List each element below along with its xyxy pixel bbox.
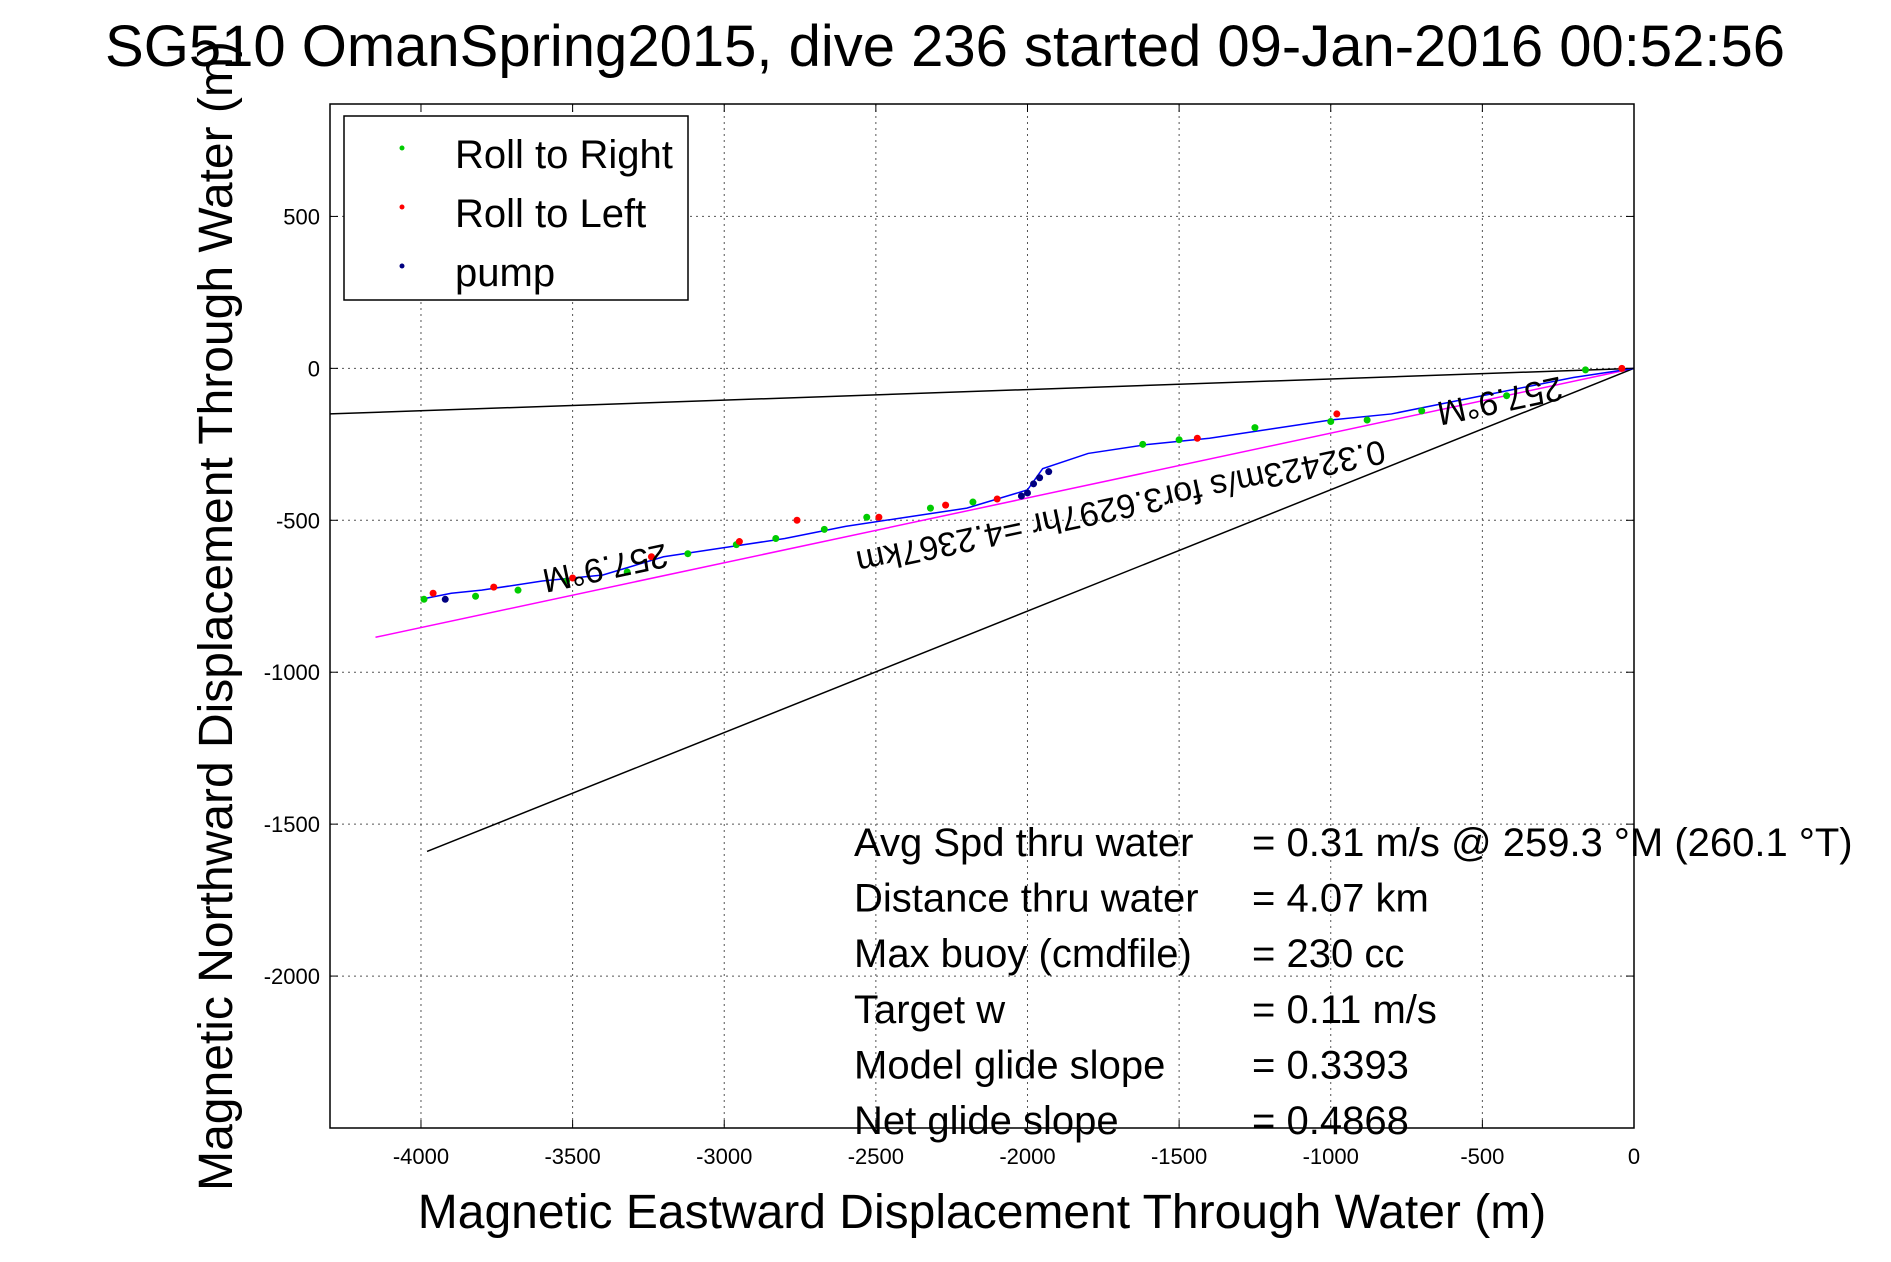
roll-right-point — [1139, 440, 1147, 448]
y-tick-label: 500 — [283, 204, 320, 229]
chart-title: SG510 OmanSpring2015, dive 236 started 0… — [105, 14, 1785, 79]
legend-entry: Roll to Left — [455, 192, 646, 236]
roll-right-point — [1503, 392, 1511, 400]
roll-left-point — [1193, 434, 1201, 442]
plot-frame — [329, 103, 1635, 1129]
roll-right-point — [420, 595, 428, 603]
roll-right-point — [514, 586, 522, 594]
x-axis-label: Magnetic Eastward Displacement Through W… — [418, 1186, 1546, 1239]
roll-right-point — [684, 550, 692, 558]
reference-line-2 — [329, 367, 1635, 415]
roll-left-point — [647, 553, 655, 561]
y-tick-label: -1500 — [264, 812, 320, 837]
points-layer — [420, 364, 1626, 603]
x-tick-label: -1000 — [1303, 1144, 1359, 1169]
legend-marker — [399, 145, 405, 151]
roll-left-point — [429, 589, 437, 597]
pump-point — [1045, 468, 1053, 476]
roll-right-point — [1581, 366, 1589, 374]
dive-track-line — [420, 367, 1635, 601]
track-layer — [420, 367, 1635, 601]
legend: Roll to Right Roll to Left pump — [343, 115, 689, 301]
ticks: -4000 -3500 -3000 -2500 -2000 -1500 -1000 -500 0… — [264, 104, 1640, 1169]
pump-point — [1017, 492, 1025, 500]
x-tick-label: -1500 — [1151, 1144, 1207, 1169]
roll-right-point — [1327, 418, 1335, 426]
stat-value: = 0.31 m/s @ 259.3 °M (260.1 °T) — [1252, 821, 1853, 865]
stat-label: Distance thru water — [854, 877, 1199, 921]
stat-label: Max buoy (cmdfile) — [854, 932, 1192, 976]
stat-label: Net glide slope — [854, 1099, 1119, 1143]
stats-box: Avg Spd thru water = 0.31 m/s @ 259.3 °M … — [854, 821, 1853, 1143]
x-tick-label: -3000 — [696, 1144, 752, 1169]
roll-right-point — [1251, 424, 1259, 432]
x-tick-label: 0 — [1628, 1144, 1640, 1169]
legend-marker — [399, 263, 405, 269]
stat-value: = 0.4868 — [1252, 1099, 1409, 1143]
y-tick-label: 0 — [308, 356, 320, 381]
x-tick-label: -2000 — [999, 1144, 1055, 1169]
pump-point — [1030, 480, 1038, 488]
roll-right-point — [1175, 436, 1183, 444]
pump-point — [1023, 489, 1031, 497]
roll-right-point — [472, 592, 480, 600]
roll-right-point — [926, 504, 934, 512]
reference-line-3 — [426, 367, 1635, 853]
y-tick-label: -1000 — [264, 660, 320, 685]
roll-right-point — [1418, 407, 1426, 415]
roll-left-point — [993, 495, 1001, 503]
stat-value: = 0.11 m/s — [1252, 988, 1437, 1032]
x-tick-label: -3500 — [544, 1144, 600, 1169]
x-tick-label: -500 — [1460, 1144, 1504, 1169]
stat-value: = 4.07 km — [1252, 877, 1429, 921]
pump-point — [441, 595, 449, 603]
roll-left-point — [875, 513, 883, 521]
roll-left-point — [569, 574, 577, 582]
roll-left-point — [793, 516, 801, 524]
roll-right-point — [563, 577, 571, 585]
legend-marker — [399, 204, 405, 210]
legend-entry: pump — [455, 251, 555, 295]
x-tick-label: -4000 — [393, 1144, 449, 1169]
roll-right-point — [623, 568, 631, 576]
y-tick-label: -500 — [276, 508, 320, 533]
stat-label: Avg Spd thru water — [854, 821, 1193, 865]
y-axis-label: Magnetic Northward Displacement Through … — [190, 41, 243, 1191]
roll-right-point — [772, 535, 780, 543]
legend-entry: Roll to Right — [455, 133, 673, 177]
roll-right-point — [863, 513, 871, 521]
roll-right-point — [820, 525, 828, 533]
roll-left-point — [1618, 364, 1626, 372]
stat-value: = 0.3393 — [1252, 1043, 1409, 1087]
pump-point — [1036, 474, 1044, 482]
stat-value: = 230 cc — [1252, 932, 1404, 976]
x-tick-label: -2500 — [848, 1144, 904, 1169]
roll-left-point — [490, 583, 498, 591]
stat-label: Model glide slope — [854, 1043, 1165, 1087]
roll-left-point — [1333, 410, 1341, 418]
roll-right-point — [969, 498, 977, 506]
stat-label: Target w — [854, 988, 1005, 1032]
y-tick-label: -2000 — [264, 964, 320, 989]
roll-left-point — [942, 501, 950, 509]
roll-left-point — [735, 538, 743, 546]
roll-right-point — [1363, 416, 1371, 424]
